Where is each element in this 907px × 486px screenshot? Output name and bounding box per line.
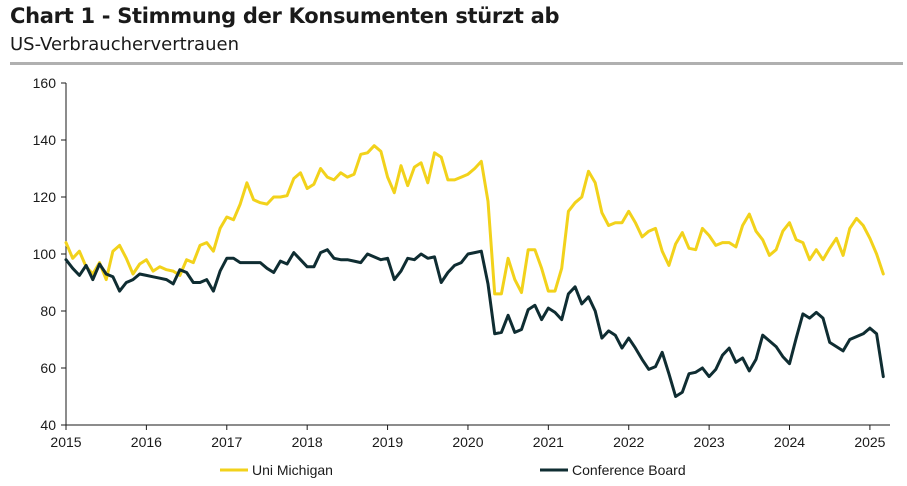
title-divider xyxy=(10,62,903,65)
x-tick-label: 2025 xyxy=(854,434,885,450)
chart-axes: 40 60 80 100 120 140 160 2015 2016 2017 2018 2019 20… xyxy=(33,75,890,450)
chart-title: Chart 1 - Stimmung der Konsumenten stürz… xyxy=(10,4,560,28)
x-tick-label: 2015 xyxy=(50,434,81,450)
y-tick-label: 120 xyxy=(33,189,57,205)
y-tick-label: 100 xyxy=(33,246,57,262)
x-tick-label: 2018 xyxy=(292,434,323,450)
chart-legend: Uni Michigan Conference Board xyxy=(220,462,686,478)
x-tick-label: 2019 xyxy=(372,434,403,450)
x-tick-label: 2020 xyxy=(452,434,483,450)
x-tick-label: 2016 xyxy=(131,434,162,450)
legend-label: Conference Board xyxy=(572,462,686,478)
x-tick-label: 2017 xyxy=(211,434,242,450)
x-tick-label: 2021 xyxy=(533,434,564,450)
y-tick-label: 60 xyxy=(40,360,56,376)
y-tick-label: 160 xyxy=(33,75,57,91)
y-tick-label: 80 xyxy=(40,303,56,319)
series-line-conference-board xyxy=(64,248,885,398)
chart-subtitle: US-Verbrauchervertrauen xyxy=(10,34,239,55)
chart-series xyxy=(64,144,885,398)
y-tick-label: 140 xyxy=(33,132,57,148)
y-tick-label: 40 xyxy=(40,417,56,433)
x-tick-label: 2023 xyxy=(694,434,725,450)
series-line-uni-michigan xyxy=(64,144,885,296)
x-tick-label: 2022 xyxy=(613,434,644,450)
legend-label: Uni Michigan xyxy=(252,462,333,478)
x-tick-label: 2024 xyxy=(774,434,805,450)
